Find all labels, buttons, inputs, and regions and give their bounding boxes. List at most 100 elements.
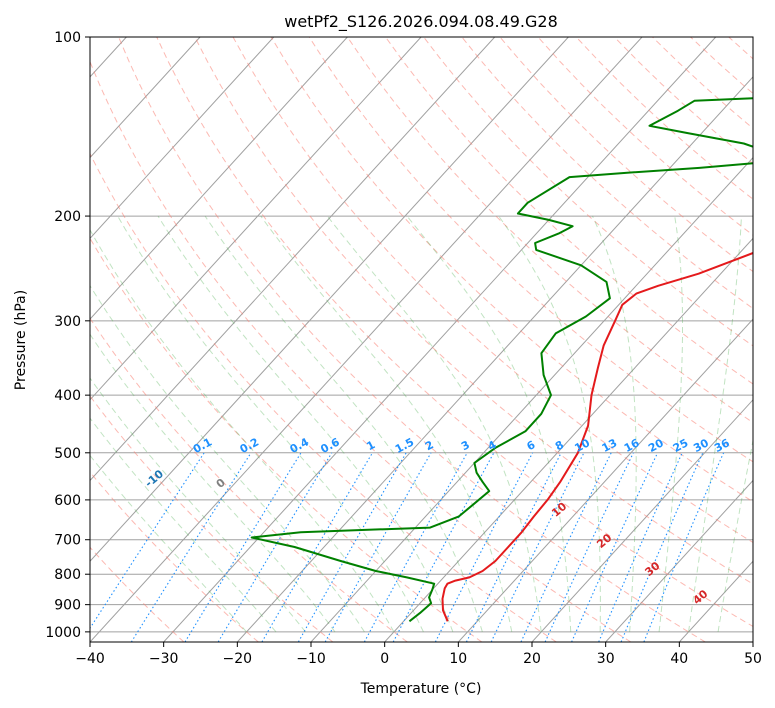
- x-tick-label: 20: [523, 651, 541, 667]
- mixing-ratio-label: 20: [646, 436, 666, 455]
- y-tick-label: 300: [54, 314, 81, 330]
- dry-adiabat: [385, 37, 753, 385]
- mixing-ratio-label: 13: [600, 436, 620, 455]
- moist-adiabats: [90, 215, 753, 633]
- mixing-ratio-label: 1: [364, 438, 377, 453]
- mixing-ratio-line: [544, 452, 634, 642]
- dry-adiabat: [156, 37, 753, 628]
- moist-adiabat: [90, 454, 247, 633]
- isotherm: [90, 37, 496, 482]
- mixing-ratio-line: [261, 452, 373, 642]
- dry-adiabat: [90, 395, 334, 642]
- dry-adiabat: [423, 37, 753, 347]
- moist-adiabat: [260, 215, 513, 633]
- moist-adiabat: [90, 284, 365, 633]
- mixing-ratio-line: [363, 452, 468, 642]
- mixing-ratio-line: [571, 452, 659, 642]
- moist-adiabat-label: 30: [643, 559, 663, 579]
- mixing-ratio-line: [598, 452, 683, 642]
- isotherm: [384, 237, 753, 642]
- x-tick-label: −30: [149, 651, 179, 667]
- mixing-ratio-label: 3: [459, 438, 472, 453]
- x-tick-label: 0: [380, 651, 389, 667]
- moist-adiabat: [117, 215, 424, 633]
- dry-adiabat: [90, 152, 557, 642]
- y-tick-label: 400: [54, 388, 81, 404]
- mixing-ratio-line: [434, 452, 534, 642]
- mixing-ratio-line: [490, 452, 585, 642]
- isotherm: [531, 399, 753, 642]
- dry-adiabat: [232, 37, 753, 544]
- moist-adiabat: [592, 215, 637, 632]
- sounding-profiles: [250, 97, 753, 623]
- moist-adiabat: [717, 438, 753, 633]
- mixing-ratio-label: 30: [691, 436, 711, 455]
- dry-adiabats: [90, 37, 775, 642]
- y-tick-label: 500: [54, 446, 81, 462]
- dry-adiabat: [194, 37, 753, 585]
- dry-adiabat-label: 0: [214, 476, 228, 491]
- mixing-ratio-line: [184, 452, 302, 642]
- y-tick-label: 200: [54, 209, 81, 225]
- x-tick-label: 10: [449, 651, 467, 667]
- x-tick-label: −10: [296, 651, 326, 667]
- moist-adiabat: [498, 215, 601, 632]
- plot-area: 0.10.20.40.611.52346810131620253036-100-…: [90, 37, 775, 642]
- moist-adiabat: [406, 215, 572, 632]
- mixing-ratio-label: 25: [671, 436, 691, 455]
- x-tick-label: −20: [223, 651, 253, 667]
- isotherm: [90, 37, 569, 563]
- dewpoint-profile: [250, 97, 753, 623]
- y-tick-label: 1000: [45, 625, 81, 641]
- mixing-ratio-label: 6: [525, 438, 538, 453]
- x-tick-label: 40: [670, 651, 688, 667]
- mixing-ratio-line: [324, 452, 432, 642]
- mixing-ratio-line: [643, 452, 725, 642]
- plot-frame: [89, 36, 754, 643]
- y-axis-label: Pressure (hPa): [13, 290, 29, 390]
- dry-adiabat: [613, 37, 753, 165]
- isotherm: [90, 37, 275, 240]
- moist-adiabat: [90, 417, 277, 633]
- mixing-ratio-label: 36: [712, 436, 732, 455]
- dry-adiabat: [270, 37, 753, 503]
- isotherm: [163, 37, 717, 642]
- moist-adiabat: [688, 216, 742, 632]
- isotherm: [236, 76, 753, 642]
- isotherm: [310, 156, 753, 642]
- x-axis-label: Temperature (°C): [360, 681, 482, 697]
- isotherm: [90, 37, 348, 320]
- mixing-ratio-line: [297, 452, 407, 642]
- moist-adiabat: [90, 228, 395, 633]
- mixing-ratio-label: 10: [572, 436, 592, 455]
- x-tick-label: −40: [75, 651, 105, 667]
- mixing-ratio-label: 2: [423, 438, 436, 453]
- x-tick-label: 30: [597, 651, 615, 667]
- moist-adiabat: [658, 216, 683, 632]
- moist-adiabat-label: 20: [594, 531, 614, 551]
- dry-adiabat: [346, 37, 753, 424]
- isotherm: [678, 560, 753, 642]
- x-axis-ticks: −40 −30 −20 −10 0 10 20 30 40 50: [75, 642, 762, 667]
- isotherm: [90, 37, 422, 401]
- moist-adiabat: [204, 215, 483, 633]
- mixing-ratio-label: 4: [486, 438, 499, 453]
- isotherm: [605, 479, 753, 642]
- mixing-ratio-line: [620, 452, 704, 642]
- dry-adiabat: [652, 37, 753, 130]
- dry-adiabat: [90, 546, 185, 642]
- dry-adiabat: [767, 37, 775, 642]
- dry-adiabat: [118, 37, 706, 642]
- mixing-ratio-line: [130, 452, 252, 642]
- y-tick-label: 600: [54, 493, 81, 509]
- mixing-ratio-label: 16: [622, 436, 642, 455]
- moist-adiabat-label: 10: [549, 500, 569, 520]
- dry-adiabat: [90, 471, 259, 642]
- dry-adiabat: [90, 237, 483, 642]
- y-tick-label: 900: [54, 598, 81, 614]
- x-tick-label: 50: [744, 651, 762, 667]
- moist-adiabat: [157, 215, 454, 633]
- y-axis-ticks: 100 200 300 400 500 600 700 800 900 1000: [45, 30, 90, 641]
- y-tick-label: 800: [54, 567, 81, 583]
- isotherm: [752, 641, 753, 642]
